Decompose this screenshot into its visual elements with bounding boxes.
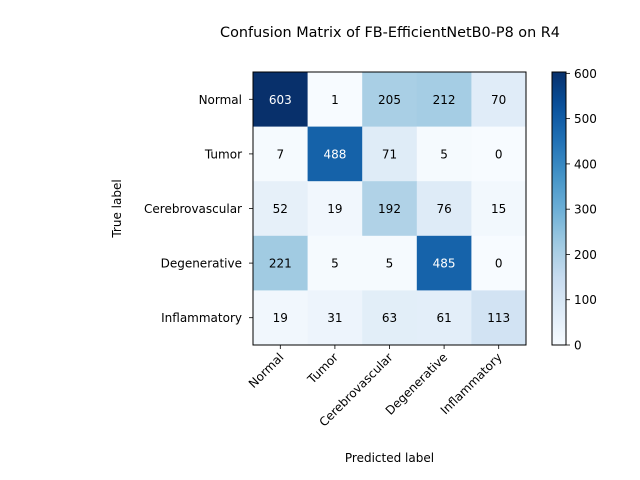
y-tick-label: Inflammatory <box>161 311 242 325</box>
matrix-cell <box>416 181 472 237</box>
matrix-cell <box>253 126 309 182</box>
matrix-cell-value: 0 <box>495 257 503 271</box>
matrix-cell-value: 71 <box>382 147 397 161</box>
colorbar-tick-label: 200 <box>574 248 597 262</box>
matrix-cell-value: 603 <box>269 93 292 107</box>
matrix-cell-value: 5 <box>386 257 394 271</box>
matrix-cell <box>253 235 309 291</box>
x-axis-ticks: Normal TumorCerebrovascularDegenerativeIn… <box>246 345 505 429</box>
matrix-cell <box>253 290 309 346</box>
matrix-cell-value: 52 <box>273 202 288 216</box>
matrix-cell <box>253 72 309 128</box>
colorbar <box>551 71 567 346</box>
colorbar-tick-label: 300 <box>574 203 597 217</box>
matrix-cell <box>307 126 363 182</box>
x-tick-label: Normal <box>246 350 287 391</box>
matrix-cell-value: 0 <box>495 147 503 161</box>
matrix-cell-value: 7 <box>276 147 284 161</box>
y-tick-label: Degenerative <box>161 257 242 271</box>
matrix-cell-value: 31 <box>327 311 342 325</box>
colorbar-tick-label: 0 <box>574 339 582 353</box>
matrix-cell-value: 61 <box>436 311 451 325</box>
matrix-cell-value: 113 <box>487 311 510 325</box>
matrix-cell <box>416 126 472 182</box>
matrix-cell-value: 488 <box>323 147 346 161</box>
matrix-cell-value: 205 <box>378 93 401 107</box>
matrix-cell <box>416 235 472 291</box>
matrix-cell-value: 192 <box>378 202 401 216</box>
matrix-cell <box>253 181 309 237</box>
matrix-cell-value: 1 <box>331 93 339 107</box>
matrix-cell <box>307 181 363 237</box>
matrix-cell-value: 19 <box>327 202 342 216</box>
y-tick-label: Tumor <box>204 147 242 161</box>
matrix-cell-value: 5 <box>331 257 339 271</box>
y-tick-label: Cerebrovascular <box>144 202 242 216</box>
matrix-cell-value: 15 <box>491 202 506 216</box>
matrix-cell <box>362 181 418 237</box>
x-tick-label: Tumor <box>304 350 341 387</box>
matrix-cell <box>362 290 418 346</box>
colorbar-tick-label: 400 <box>574 157 597 171</box>
matrix-cell <box>471 72 527 128</box>
matrix-cell-value: 485 <box>433 257 456 271</box>
x-axis-label: Predicted label <box>345 451 434 465</box>
colorbar-tick-label: 100 <box>574 293 597 307</box>
matrix-cell-value: 221 <box>269 257 292 271</box>
y-tick-label: Normal <box>199 93 242 107</box>
matrix-cell <box>362 126 418 182</box>
matrix-cell <box>471 126 527 182</box>
matrix-cell <box>416 72 472 128</box>
matrix-cell <box>471 290 527 346</box>
y-axis-label: True label <box>110 179 124 238</box>
matrix-cell <box>416 290 472 346</box>
matrix-cell <box>307 290 363 346</box>
matrix-cell-labels: 603 1 205 212 70 7 488 71 5 0 52 19 192 76 15 221 5 5 485 0… <box>269 93 510 325</box>
colorbar-tick-label: 600 <box>574 67 597 81</box>
matrix-cell <box>362 235 418 291</box>
matrix-cell-value: 5 <box>440 147 448 161</box>
matrix-cell <box>471 181 527 237</box>
y-axis-ticks: Normal Tumor Cerebrovascular Degenerative In… <box>144 93 253 325</box>
matrix-cell <box>307 72 363 128</box>
matrix-cell <box>362 72 418 128</box>
matrix-cell <box>471 235 527 291</box>
chart-title: Confusion Matrix of FB-EfficientNetB0-P8… <box>220 25 560 41</box>
colorbar-ticks: 0 100 200 300 400 500 600 <box>566 67 597 353</box>
matrix-cell-value: 76 <box>436 202 451 216</box>
matrix-cell-value: 212 <box>433 93 456 107</box>
matrix-cell <box>307 235 363 291</box>
matrix-cell-value: 70 <box>491 93 506 107</box>
matrix-cell-value: 19 <box>273 311 288 325</box>
matrix-cell-value: 63 <box>382 311 397 325</box>
matrix-cells <box>253 72 527 346</box>
colorbar-tick-label: 500 <box>574 112 597 126</box>
